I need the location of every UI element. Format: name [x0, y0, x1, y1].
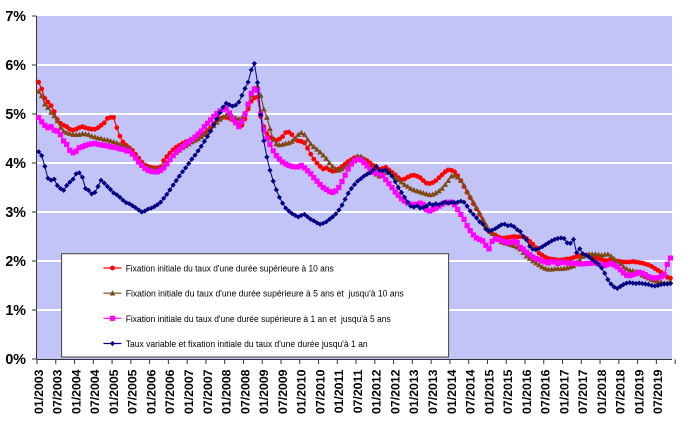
svg-text:01/2014: 01/2014: [445, 369, 459, 414]
svg-text:01/2018: 01/2018: [595, 369, 609, 414]
svg-text:07/2015: 07/2015: [501, 369, 515, 414]
svg-text:01/2005: 01/2005: [107, 369, 121, 414]
svg-text:01/2008: 01/2008: [219, 369, 233, 414]
svg-text:07/2003: 07/2003: [51, 369, 65, 414]
svg-text:01/2003: 01/2003: [32, 369, 46, 414]
svg-text:01/2012: 01/2012: [370, 369, 384, 414]
svg-text:01/2019: 01/2019: [632, 369, 646, 414]
svg-text:Fixation initiale du taux d'un: Fixation initiale du taux d'une durée su…: [126, 264, 334, 275]
svg-text:01/2015: 01/2015: [482, 369, 496, 414]
svg-text:07/2013: 07/2013: [426, 369, 440, 414]
svg-text:2%: 2%: [5, 254, 26, 270]
svg-text:Fixation initiale du taux d'un: Fixation initiale du taux d'une durée su…: [126, 289, 404, 300]
svg-text:07/2018: 07/2018: [614, 369, 628, 414]
svg-text:01/2006: 01/2006: [144, 369, 158, 414]
svg-text:1%: 1%: [5, 303, 26, 319]
svg-text:07/2009: 07/2009: [276, 369, 290, 414]
svg-text:01/2004: 01/2004: [69, 369, 83, 414]
svg-text:07/2010: 07/2010: [313, 369, 327, 414]
svg-text:4%: 4%: [5, 156, 26, 172]
svg-text:07/2014: 07/2014: [463, 369, 477, 414]
svg-text:01/2016: 01/2016: [520, 369, 534, 414]
svg-text:6%: 6%: [5, 58, 26, 74]
svg-text:01/2009: 01/2009: [257, 369, 271, 414]
svg-text:Taux variable et fixation init: Taux variable et fixation initiale du ta…: [126, 339, 368, 350]
svg-text:01/2011: 01/2011: [332, 369, 346, 413]
svg-text:07/2016: 07/2016: [539, 369, 553, 414]
svg-text:Fixation initiale du taux d'un: Fixation initiale du taux d'une durée su…: [126, 314, 391, 325]
svg-text:01/2013: 01/2013: [407, 369, 421, 414]
svg-text:01/2007: 01/2007: [182, 369, 196, 414]
svg-text:07/2012: 07/2012: [388, 369, 402, 414]
svg-text:07/2019: 07/2019: [651, 369, 665, 414]
svg-text:07/2007: 07/2007: [201, 369, 215, 414]
svg-text:7%: 7%: [5, 9, 26, 25]
svg-text:07/2005: 07/2005: [126, 369, 140, 414]
svg-text:07/2008: 07/2008: [238, 369, 252, 414]
svg-text:07/2017: 07/2017: [576, 369, 590, 414]
svg-text:3%: 3%: [5, 205, 26, 221]
svg-text:01/2017: 01/2017: [557, 369, 571, 414]
svg-text:07/2006: 07/2006: [163, 369, 177, 414]
svg-text:07/2011: 07/2011: [351, 369, 365, 413]
svg-text:01/2010: 01/2010: [295, 369, 309, 414]
svg-text:0%: 0%: [5, 352, 26, 368]
svg-text:07/2004: 07/2004: [88, 369, 102, 414]
svg-text:5%: 5%: [5, 107, 26, 123]
